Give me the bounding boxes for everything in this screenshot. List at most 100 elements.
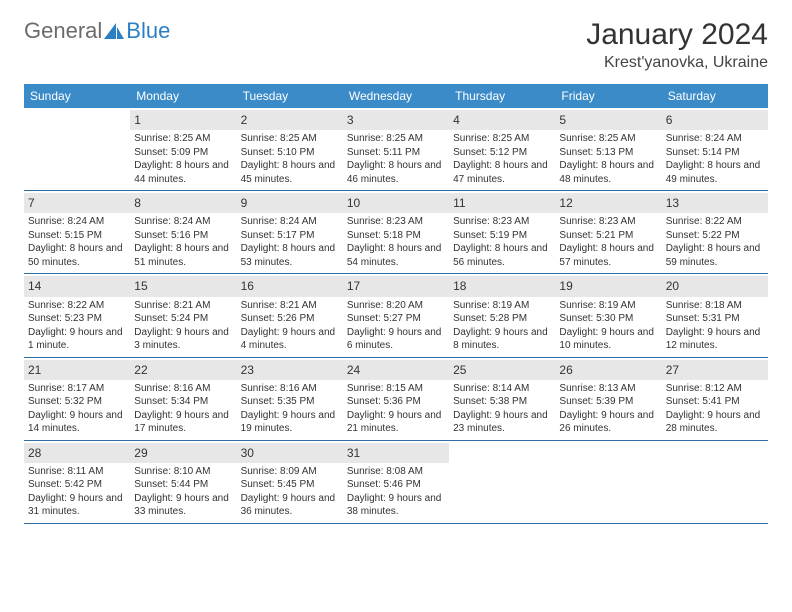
day-number: 4 <box>449 110 555 130</box>
day-number: 22 <box>130 360 236 380</box>
sunrise-text: Sunrise: 8:25 AM <box>559 132 657 146</box>
sunset-text: Sunset: 5:10 PM <box>241 146 339 160</box>
day-cell: 25Sunrise: 8:14 AMSunset: 5:38 PMDayligh… <box>449 358 555 440</box>
day-cell: 23Sunrise: 8:16 AMSunset: 5:35 PMDayligh… <box>237 358 343 440</box>
sunrise-text: Sunrise: 8:21 AM <box>134 299 232 313</box>
sunrise-text: Sunrise: 8:08 AM <box>347 465 445 479</box>
sunrise-text: Sunrise: 8:14 AM <box>453 382 551 396</box>
logo-word-2: Blue <box>126 18 170 44</box>
sunrise-text: Sunrise: 8:20 AM <box>347 299 445 313</box>
sunset-text: Sunset: 5:36 PM <box>347 395 445 409</box>
daylight-text: Daylight: 8 hours and 57 minutes. <box>559 242 657 269</box>
day-number: 25 <box>449 360 555 380</box>
day-cell: 11Sunrise: 8:23 AMSunset: 5:19 PMDayligh… <box>449 191 555 273</box>
week-row: 7Sunrise: 8:24 AMSunset: 5:15 PMDaylight… <box>24 191 768 274</box>
day-number: 27 <box>662 360 768 380</box>
daylight-text: Daylight: 9 hours and 21 minutes. <box>347 409 445 436</box>
day-cell: 20Sunrise: 8:18 AMSunset: 5:31 PMDayligh… <box>662 274 768 356</box>
day-cell: 13Sunrise: 8:22 AMSunset: 5:22 PMDayligh… <box>662 191 768 273</box>
sunrise-text: Sunrise: 8:22 AM <box>666 215 764 229</box>
sunrise-text: Sunrise: 8:19 AM <box>453 299 551 313</box>
daylight-text: Daylight: 8 hours and 59 minutes. <box>666 242 764 269</box>
day-number: 6 <box>662 110 768 130</box>
daylight-text: Daylight: 8 hours and 50 minutes. <box>28 242 126 269</box>
daylight-text: Daylight: 9 hours and 28 minutes. <box>666 409 764 436</box>
sunrise-text: Sunrise: 8:16 AM <box>241 382 339 396</box>
day-number: 14 <box>24 276 130 296</box>
sunrise-text: Sunrise: 8:16 AM <box>134 382 232 396</box>
day-number: 23 <box>237 360 343 380</box>
daylight-text: Daylight: 9 hours and 12 minutes. <box>666 326 764 353</box>
day-cell <box>555 441 661 523</box>
day-cell: 8Sunrise: 8:24 AMSunset: 5:16 PMDaylight… <box>130 191 236 273</box>
day-cell: 26Sunrise: 8:13 AMSunset: 5:39 PMDayligh… <box>555 358 661 440</box>
daylight-text: Daylight: 8 hours and 54 minutes. <box>347 242 445 269</box>
daylight-text: Daylight: 8 hours and 51 minutes. <box>134 242 232 269</box>
week-row: 1Sunrise: 8:25 AMSunset: 5:09 PMDaylight… <box>24 108 768 191</box>
sunset-text: Sunset: 5:15 PM <box>28 229 126 243</box>
day-cell: 12Sunrise: 8:23 AMSunset: 5:21 PMDayligh… <box>555 191 661 273</box>
day-cell: 6Sunrise: 8:24 AMSunset: 5:14 PMDaylight… <box>662 108 768 190</box>
day-cell: 28Sunrise: 8:11 AMSunset: 5:42 PMDayligh… <box>24 441 130 523</box>
daylight-text: Daylight: 9 hours and 4 minutes. <box>241 326 339 353</box>
sunrise-text: Sunrise: 8:17 AM <box>28 382 126 396</box>
sunrise-text: Sunrise: 8:22 AM <box>28 299 126 313</box>
daylight-text: Daylight: 8 hours and 56 minutes. <box>453 242 551 269</box>
day-cell: 16Sunrise: 8:21 AMSunset: 5:26 PMDayligh… <box>237 274 343 356</box>
day-number: 20 <box>662 276 768 296</box>
sunset-text: Sunset: 5:14 PM <box>666 146 764 160</box>
day-cell: 7Sunrise: 8:24 AMSunset: 5:15 PMDaylight… <box>24 191 130 273</box>
sunrise-text: Sunrise: 8:25 AM <box>241 132 339 146</box>
sunset-text: Sunset: 5:22 PM <box>666 229 764 243</box>
calendar: SundayMondayTuesdayWednesdayThursdayFrid… <box>24 84 768 524</box>
sunrise-text: Sunrise: 8:23 AM <box>453 215 551 229</box>
sunset-text: Sunset: 5:18 PM <box>347 229 445 243</box>
sunset-text: Sunset: 5:12 PM <box>453 146 551 160</box>
sunset-text: Sunset: 5:24 PM <box>134 312 232 326</box>
header-bar: General Blue January 2024 Krest'yanovka,… <box>24 18 768 72</box>
sunset-text: Sunset: 5:34 PM <box>134 395 232 409</box>
daylight-text: Daylight: 8 hours and 53 minutes. <box>241 242 339 269</box>
dow-cell: Friday <box>555 84 661 108</box>
day-number: 8 <box>130 193 236 213</box>
sunrise-text: Sunrise: 8:23 AM <box>347 215 445 229</box>
day-cell: 1Sunrise: 8:25 AMSunset: 5:09 PMDaylight… <box>130 108 236 190</box>
sunset-text: Sunset: 5:35 PM <box>241 395 339 409</box>
daylight-text: Daylight: 9 hours and 38 minutes. <box>347 492 445 519</box>
daylight-text: Daylight: 9 hours and 31 minutes. <box>28 492 126 519</box>
day-number: 10 <box>343 193 449 213</box>
sunrise-text: Sunrise: 8:25 AM <box>134 132 232 146</box>
sunset-text: Sunset: 5:17 PM <box>241 229 339 243</box>
daylight-text: Daylight: 8 hours and 49 minutes. <box>666 159 764 186</box>
sunrise-text: Sunrise: 8:25 AM <box>347 132 445 146</box>
day-cell: 15Sunrise: 8:21 AMSunset: 5:24 PMDayligh… <box>130 274 236 356</box>
dow-cell: Tuesday <box>237 84 343 108</box>
day-cell: 30Sunrise: 8:09 AMSunset: 5:45 PMDayligh… <box>237 441 343 523</box>
day-number: 19 <box>555 276 661 296</box>
dow-cell: Saturday <box>662 84 768 108</box>
week-row: 14Sunrise: 8:22 AMSunset: 5:23 PMDayligh… <box>24 274 768 357</box>
sunset-text: Sunset: 5:31 PM <box>666 312 764 326</box>
day-number: 9 <box>237 193 343 213</box>
day-number: 31 <box>343 443 449 463</box>
day-number: 17 <box>343 276 449 296</box>
sunset-text: Sunset: 5:13 PM <box>559 146 657 160</box>
daylight-text: Daylight: 9 hours and 14 minutes. <box>28 409 126 436</box>
sunset-text: Sunset: 5:46 PM <box>347 478 445 492</box>
day-cell: 21Sunrise: 8:17 AMSunset: 5:32 PMDayligh… <box>24 358 130 440</box>
sunrise-text: Sunrise: 8:21 AM <box>241 299 339 313</box>
dow-cell: Wednesday <box>343 84 449 108</box>
daylight-text: Daylight: 8 hours and 45 minutes. <box>241 159 339 186</box>
daylight-text: Daylight: 9 hours and 8 minutes. <box>453 326 551 353</box>
daylight-text: Daylight: 9 hours and 1 minute. <box>28 326 126 353</box>
sunset-text: Sunset: 5:44 PM <box>134 478 232 492</box>
dow-cell: Thursday <box>449 84 555 108</box>
day-cell: 17Sunrise: 8:20 AMSunset: 5:27 PMDayligh… <box>343 274 449 356</box>
sunrise-text: Sunrise: 8:11 AM <box>28 465 126 479</box>
logo: General Blue <box>24 18 170 44</box>
day-cell: 29Sunrise: 8:10 AMSunset: 5:44 PMDayligh… <box>130 441 236 523</box>
day-number: 29 <box>130 443 236 463</box>
day-cell: 22Sunrise: 8:16 AMSunset: 5:34 PMDayligh… <box>130 358 236 440</box>
sunset-text: Sunset: 5:28 PM <box>453 312 551 326</box>
daylight-text: Daylight: 9 hours and 6 minutes. <box>347 326 445 353</box>
